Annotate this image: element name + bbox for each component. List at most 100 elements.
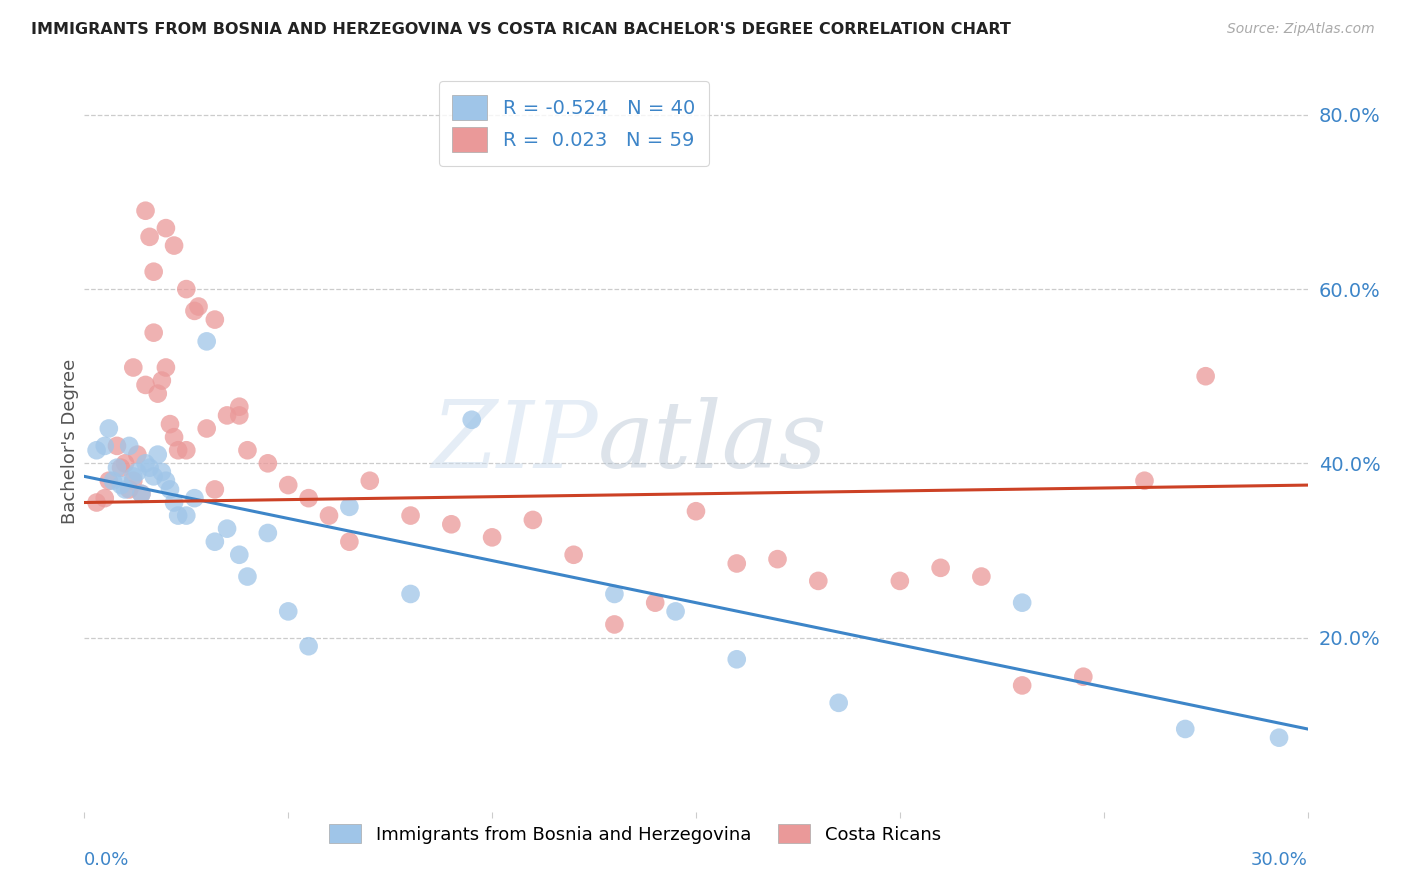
- Point: [97, 421, 120, 435]
- Point: [889, 574, 911, 588]
- Point: [1073, 670, 1095, 684]
- Point: [228, 400, 250, 414]
- Point: [142, 326, 165, 340]
- Point: [155, 474, 177, 488]
- Point: [150, 465, 173, 479]
- Point: [135, 456, 157, 470]
- Point: [114, 456, 136, 470]
- Point: [187, 300, 209, 314]
- Point: [118, 483, 141, 497]
- Point: [1268, 731, 1291, 745]
- Point: [1195, 369, 1218, 384]
- Point: [298, 491, 321, 505]
- Point: [228, 409, 250, 423]
- Point: [127, 448, 149, 462]
- Point: [399, 508, 422, 523]
- Point: [970, 569, 993, 583]
- Point: [159, 417, 181, 431]
- Point: [131, 487, 153, 501]
- Point: [217, 409, 239, 423]
- Point: [1174, 722, 1197, 736]
- Point: [138, 460, 160, 475]
- Point: [146, 386, 169, 401]
- Legend: Immigrants from Bosnia and Herzegovina, Costa Ricans: Immigrants from Bosnia and Herzegovina, …: [322, 817, 948, 851]
- Point: [318, 508, 340, 523]
- Point: [86, 495, 108, 509]
- Text: 0.0%: 0.0%: [84, 851, 129, 869]
- Point: [150, 374, 173, 388]
- Text: IMMIGRANTS FROM BOSNIA AND HERZEGOVINA VS COSTA RICAN BACHELOR'S DEGREE CORRELAT: IMMIGRANTS FROM BOSNIA AND HERZEGOVINA V…: [31, 22, 1011, 37]
- Point: [204, 483, 226, 497]
- Point: [481, 530, 503, 544]
- Point: [399, 587, 422, 601]
- Point: [97, 474, 120, 488]
- Point: [339, 500, 361, 514]
- Text: Source: ZipAtlas.com: Source: ZipAtlas.com: [1227, 22, 1375, 37]
- Point: [359, 474, 381, 488]
- Point: [163, 238, 186, 252]
- Point: [93, 491, 115, 505]
- Point: [114, 483, 136, 497]
- Point: [146, 448, 169, 462]
- Point: [142, 469, 165, 483]
- Point: [685, 504, 707, 518]
- Point: [522, 513, 544, 527]
- Point: [195, 334, 218, 349]
- Text: ZIP: ZIP: [432, 397, 598, 486]
- Point: [217, 522, 239, 536]
- Point: [131, 487, 153, 501]
- Point: [163, 430, 186, 444]
- Point: [725, 557, 748, 571]
- Point: [93, 439, 115, 453]
- Point: [766, 552, 789, 566]
- Y-axis label: Bachelor's Degree: Bachelor's Degree: [62, 359, 80, 524]
- Point: [929, 561, 952, 575]
- Point: [461, 413, 484, 427]
- Point: [159, 483, 181, 497]
- Point: [86, 443, 108, 458]
- Point: [163, 495, 186, 509]
- Point: [138, 230, 160, 244]
- Point: [105, 460, 128, 475]
- Point: [174, 282, 197, 296]
- Point: [277, 604, 299, 618]
- Point: [828, 696, 851, 710]
- Point: [236, 443, 259, 458]
- Point: [167, 443, 190, 458]
- Point: [174, 508, 197, 523]
- Point: [183, 304, 205, 318]
- Point: [122, 474, 145, 488]
- Point: [183, 491, 205, 505]
- Point: [725, 652, 748, 666]
- Point: [204, 534, 226, 549]
- Text: 30.0%: 30.0%: [1251, 851, 1308, 869]
- Point: [603, 587, 626, 601]
- Text: atlas: atlas: [598, 397, 828, 486]
- Point: [440, 517, 463, 532]
- Point: [105, 439, 128, 453]
- Point: [204, 312, 226, 326]
- Point: [135, 378, 157, 392]
- Point: [236, 569, 259, 583]
- Point: [1011, 596, 1033, 610]
- Point: [118, 439, 141, 453]
- Point: [562, 548, 585, 562]
- Point: [174, 443, 197, 458]
- Point: [135, 203, 157, 218]
- Point: [142, 265, 165, 279]
- Point: [195, 421, 218, 435]
- Point: [122, 469, 145, 483]
- Point: [155, 221, 177, 235]
- Point: [101, 474, 124, 488]
- Point: [257, 456, 280, 470]
- Point: [110, 478, 132, 492]
- Point: [277, 478, 299, 492]
- Point: [167, 508, 190, 523]
- Point: [155, 360, 177, 375]
- Point: [228, 548, 250, 562]
- Point: [1011, 678, 1033, 692]
- Point: [339, 534, 361, 549]
- Point: [603, 617, 626, 632]
- Point: [257, 526, 280, 541]
- Point: [110, 460, 132, 475]
